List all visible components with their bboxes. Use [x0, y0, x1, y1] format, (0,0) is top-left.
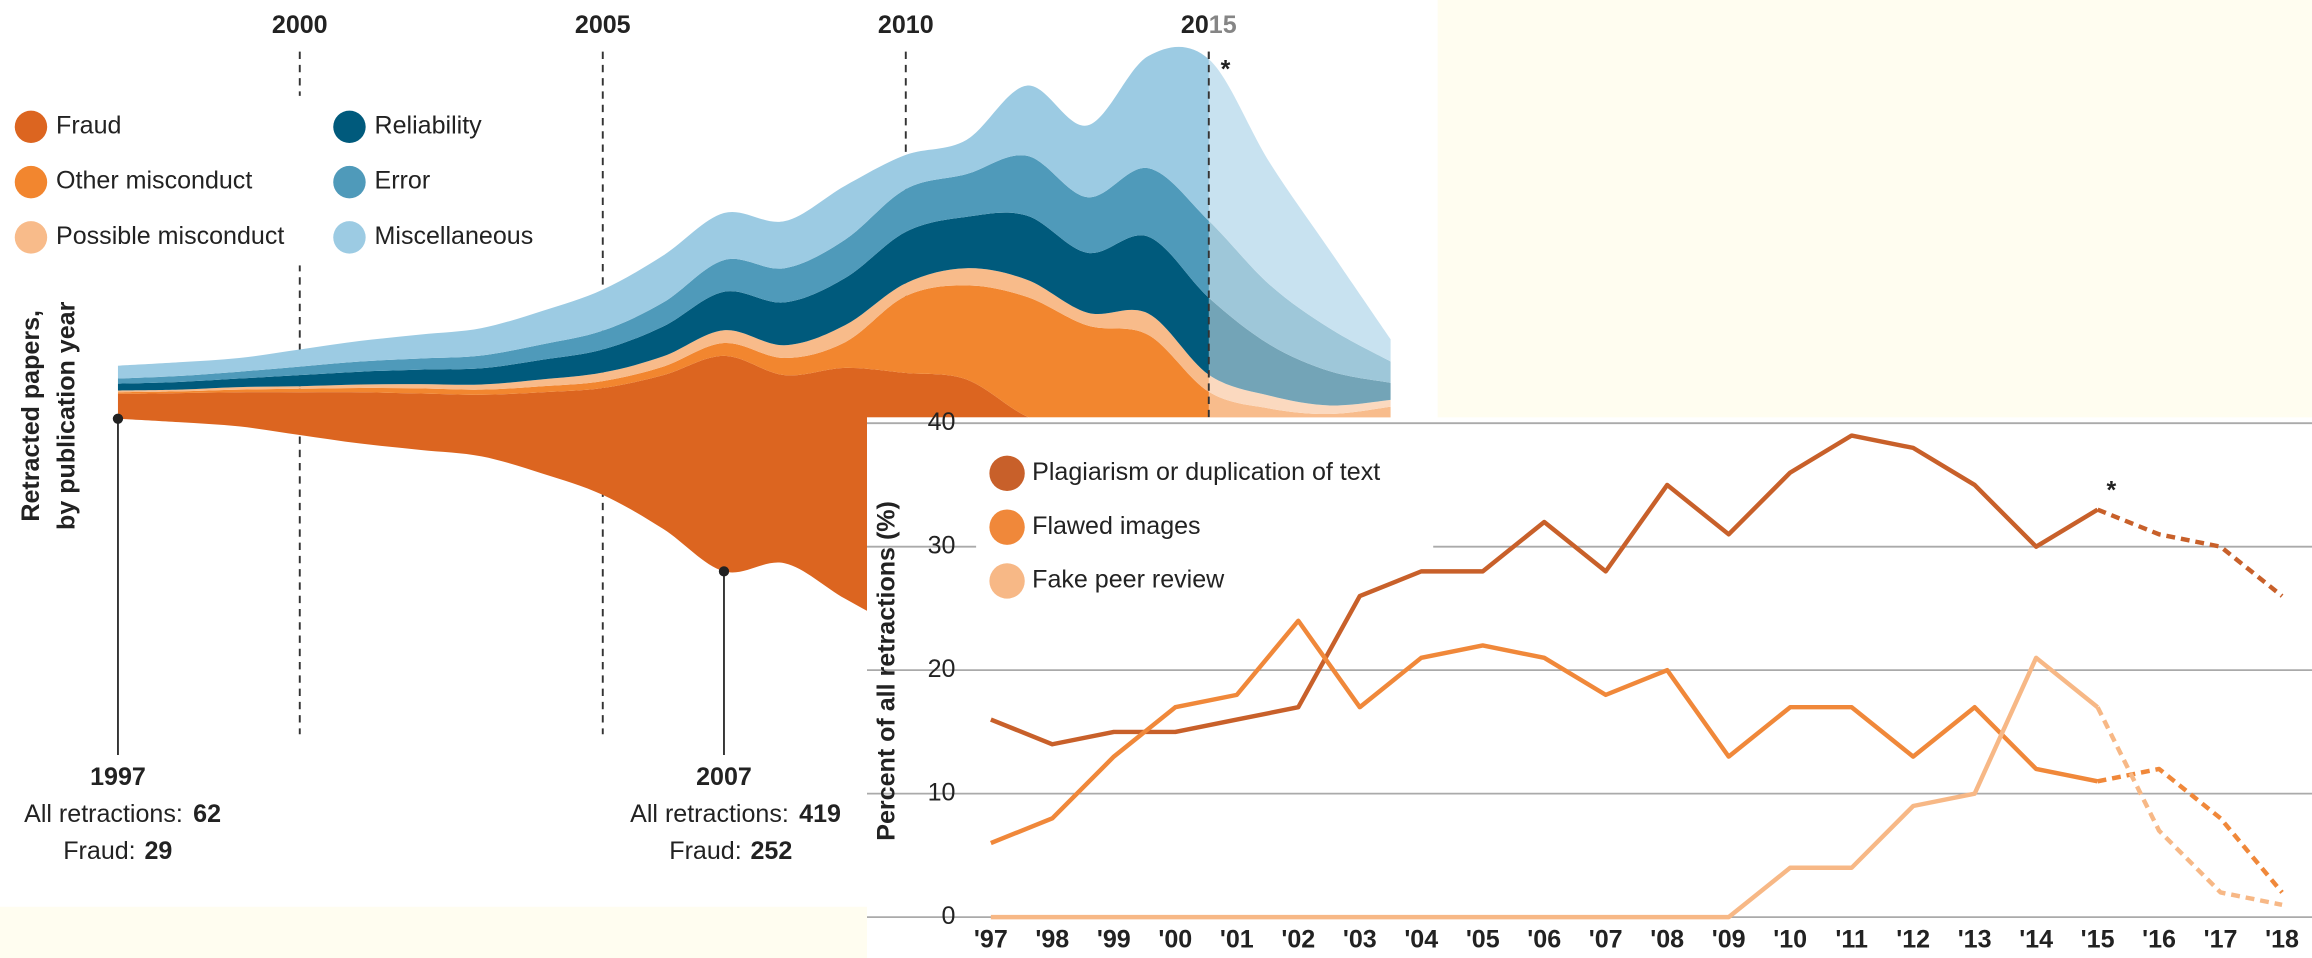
legend-label: Reliability — [375, 111, 483, 139]
x-tick-label: '09 — [1712, 925, 1746, 953]
stream-layer — [117, 46, 1391, 379]
x-tick-label: '03 — [1343, 925, 1377, 953]
annotation-label: All retractions: — [630, 800, 789, 828]
x-tick-label: '14 — [2019, 925, 2053, 953]
x-tick-label: '18 — [2265, 925, 2299, 953]
x-tick-label: '06 — [1527, 925, 1561, 953]
y-tick-label: 10 — [928, 778, 956, 806]
x-tick-label: 2005 — [575, 11, 631, 39]
legend-swatch — [989, 455, 1025, 492]
x-tick-label: '04 — [1404, 925, 1438, 953]
x-tick-label: '12 — [1896, 925, 1930, 953]
stream-layer — [117, 268, 1391, 415]
legend-swatch — [333, 110, 366, 144]
projected-line — [2097, 766, 2284, 894]
stream-layer — [117, 285, 1391, 521]
x-tick-label: '01 — [1220, 925, 1254, 953]
legend-label: Fake peer review — [1032, 566, 1225, 594]
legend-swatch — [14, 221, 48, 254]
data-line — [990, 618, 2099, 846]
data-line — [990, 433, 2099, 747]
annotation-value: 29 — [144, 837, 172, 865]
data-line — [990, 655, 2099, 920]
y-tick-label: 0 — [942, 902, 956, 930]
annotation-value: 62 — [193, 800, 221, 828]
legend-label: Error — [375, 167, 431, 195]
annotation-dot — [112, 413, 124, 424]
projected-line — [2095, 706, 2283, 907]
legend-swatch — [989, 563, 1025, 599]
annotation-label: Fraud: — [669, 837, 741, 865]
stream-layer — [117, 155, 1391, 384]
y-tick-label: 20 — [928, 655, 956, 683]
legend-swatch — [989, 509, 1025, 545]
legend-swatch — [333, 165, 366, 199]
x-tick-label: '16 — [2142, 925, 2176, 953]
y-axis-label: Retracted papers, — [17, 310, 45, 522]
x-tick-label: '98 — [1035, 925, 1069, 953]
stream-layer — [117, 212, 1391, 406]
legend-label: Fraud — [56, 111, 121, 139]
x-tick-label: '11 — [1835, 925, 1868, 953]
legend-swatch — [14, 165, 48, 199]
legend-swatch — [333, 221, 366, 254]
x-tick-label: '10 — [1773, 925, 1807, 953]
annotation-label: All retractions: — [24, 800, 183, 828]
x-tick-label: '08 — [1650, 925, 1684, 953]
x-tick-label: '17 — [2204, 925, 2238, 953]
x-tick-label: 2000 — [272, 11, 328, 39]
x-tick-label: '97 — [974, 925, 1008, 953]
x-tick-label: 2015 — [1181, 11, 1237, 39]
legend-label: Flawed images — [1032, 512, 1200, 540]
projected-line — [2096, 507, 2284, 598]
projected-marker: * — [2106, 477, 2116, 505]
x-tick-label: '13 — [1958, 925, 1992, 953]
annotation-value: 419 — [799, 800, 841, 828]
annotation-dot — [718, 566, 730, 577]
annotation-year: 2007 — [696, 763, 752, 791]
y-axis-label: by publication year — [52, 301, 80, 530]
annotation-label: Fraud: — [63, 837, 135, 865]
legend-label: Plagiarism or duplication of text — [1032, 458, 1380, 486]
y-axis-label: Percent of all retractions (%) — [872, 501, 900, 841]
y-tick-label: 30 — [928, 531, 956, 559]
legend-label: Other misconduct — [56, 167, 252, 195]
legend-background — [976, 442, 1434, 608]
annotation-year: 1997 — [90, 763, 146, 791]
legend-background — [0, 95, 561, 266]
x-tick-label: '02 — [1281, 925, 1315, 953]
legend-swatch — [14, 110, 48, 144]
projected-fade — [1208, 0, 1438, 418]
line-chart: 0 10 20 30 40 '97 '98 '99 '00 '01 '02 '03 '04 '05 '06 '… — [867, 408, 2312, 953]
x-tick-label: 2010 — [878, 11, 934, 39]
legend-label: Miscellaneous — [375, 222, 534, 250]
x-tick-label: '05 — [1466, 925, 1500, 953]
y-tick-label: 40 — [928, 408, 956, 436]
x-tick-label: '99 — [1097, 925, 1131, 953]
x-tick-label: '07 — [1589, 925, 1623, 953]
x-tick-label: '00 — [1158, 925, 1192, 953]
legend-label: Possible misconduct — [56, 222, 284, 250]
x-tick-label: '15 — [2081, 925, 2115, 953]
annotation-value: 252 — [751, 837, 793, 865]
projected-marker: * — [1221, 56, 1231, 84]
